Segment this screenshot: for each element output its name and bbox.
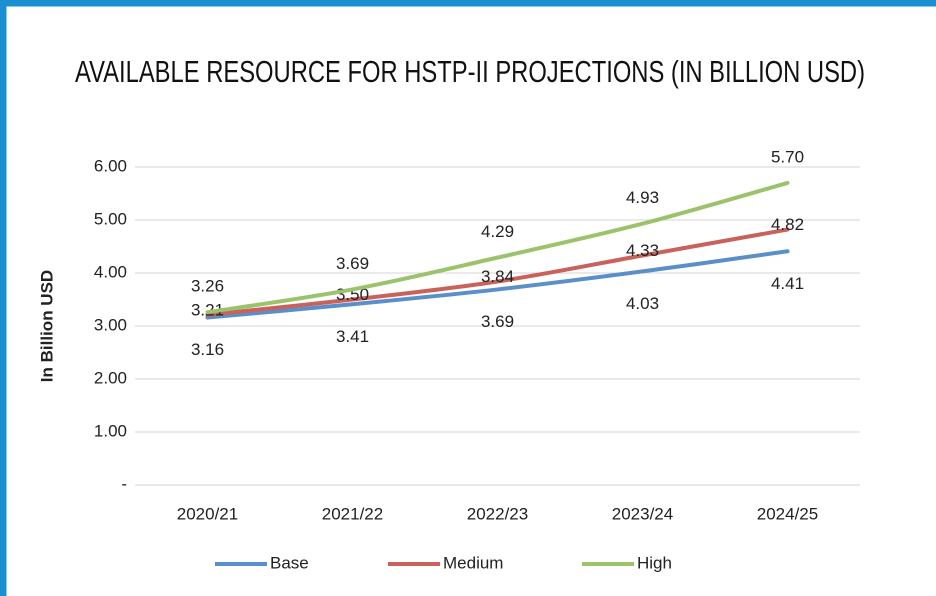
data-label: 5.70	[771, 147, 804, 166]
x-tick-label: 2024/25	[757, 504, 818, 523]
data-label: 3.21	[191, 300, 224, 319]
series-line	[205, 249, 790, 320]
data-label: 3.69	[481, 312, 514, 331]
legend-label: Base	[270, 553, 309, 572]
data-label: 3.16	[191, 340, 224, 359]
data-label: 3.84	[481, 267, 514, 286]
data-label: 3.69	[336, 254, 369, 273]
x-tick-label: 2022/23	[467, 504, 528, 523]
legend-label: High	[637, 553, 672, 572]
y-tick-label: 2.00	[94, 368, 127, 387]
x-tick-label: 2020/21	[177, 504, 238, 523]
data-label: 4.82	[771, 215, 804, 234]
y-tick-label: 6.00	[94, 156, 127, 175]
x-tick-label: 2021/22	[322, 504, 383, 523]
series-line	[205, 227, 790, 317]
data-label: 3.26	[191, 277, 224, 296]
data-label: 3.41	[336, 327, 369, 346]
y-tick-label: 5.00	[94, 209, 127, 228]
data-label: 4.93	[626, 188, 659, 207]
chart-title: AVAILABLE RESOURCE FOR HSTP-II PROJECTIO…	[75, 54, 865, 89]
data-label: 4.29	[481, 222, 514, 241]
x-tick-label: 2023/24	[612, 504, 673, 523]
y-tick-label: -	[121, 474, 127, 493]
legend-label: Medium	[443, 553, 503, 572]
data-label: 4.33	[626, 241, 659, 260]
data-label: 4.03	[626, 294, 659, 313]
data-label: 4.41	[771, 274, 804, 293]
series-line	[205, 180, 790, 315]
y-tick-label: 4.00	[94, 262, 127, 281]
y-tick-label: 3.00	[94, 315, 127, 334]
y-axis-title: In Billion USD	[37, 270, 56, 382]
y-tick-label: 1.00	[94, 421, 127, 440]
